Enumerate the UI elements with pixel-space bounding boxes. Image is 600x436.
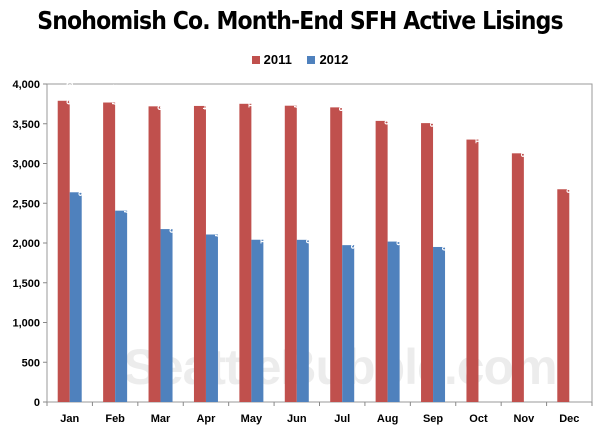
data-label-2011-Feb: 3,767: [110, 84, 120, 107]
data-label-2011-Jul: 3,706: [337, 89, 347, 112]
y-tick-label: 1,500: [12, 278, 40, 290]
x-tick-label: Nov: [513, 413, 535, 425]
bar-2011-Sep: [421, 123, 434, 402]
bar-2012-Aug: [387, 241, 400, 402]
legend-item-2012: 2012: [307, 52, 348, 67]
legend-label-2011: 2011: [263, 52, 292, 67]
bar-2012-Jul: [342, 245, 355, 402]
x-tick-label: Apr: [196, 413, 216, 425]
bar-2011-Dec: [557, 189, 570, 402]
bar-2011-Jul: [330, 107, 343, 403]
bar-2011-Aug: [375, 120, 388, 402]
data-label-2012-Jan: 2,638: [77, 174, 87, 197]
bar-2012-May: [251, 239, 264, 402]
data-label-2011-Nov: 3,128: [519, 135, 529, 158]
bar-2011-Oct: [466, 139, 479, 402]
data-label-2012-Jun: 2,040: [304, 221, 314, 244]
data-label-2011-May: 3,751: [246, 85, 256, 108]
y-tick-label: 0: [34, 397, 40, 409]
data-label-2011-Aug: 3,536: [383, 102, 393, 125]
data-label-2011-Mar: 3,719: [156, 88, 166, 111]
chart-title: Snohomish Co. Month-End SFH Active Lisin…: [37, 6, 563, 35]
data-label-2011-Jun: 3,727: [292, 87, 302, 110]
data-label-2012-Aug: 2,018: [395, 223, 405, 246]
x-tick-label: May: [241, 413, 263, 425]
bar-2012-Jun: [296, 239, 309, 402]
bar-2012-Jan: [69, 192, 82, 402]
bar-2011-Apr: [193, 105, 206, 402]
y-tick-label: 4,000: [12, 79, 40, 91]
plot-area: [46, 83, 593, 403]
legend-swatch-2011: [251, 56, 260, 64]
bar-2012-Sep: [433, 246, 446, 402]
x-tick-label: Dec: [559, 413, 579, 425]
data-label-2011-Dec: 2,676: [564, 171, 574, 194]
x-tick-label: Oct: [469, 413, 488, 425]
legend-swatch-2012: [307, 56, 316, 64]
data-label-2012-Apr: 2,107: [213, 216, 223, 239]
data-label-2011-Jan: 3,789: [65, 82, 75, 105]
y-tick-label: 2,000: [12, 238, 40, 250]
x-tick-label: Jul: [334, 413, 350, 425]
data-label-2012-Feb: 2,407: [122, 192, 132, 215]
bar-2011-Nov: [511, 153, 524, 402]
x-tick-label: Feb: [105, 413, 125, 425]
bar-2012-Mar: [160, 229, 173, 402]
x-tick-label: Jan: [60, 413, 79, 425]
data-label-2012-May: 2,041: [258, 221, 268, 244]
y-tick-label: 3,500: [12, 119, 40, 131]
data-label-2011-Oct: 3,301: [473, 121, 483, 144]
x-tick-label: Sep: [423, 413, 443, 425]
bar-2012-Apr: [205, 234, 218, 402]
legend-item-2011: 2011: [251, 52, 292, 67]
bar-2011-Mar: [148, 106, 161, 402]
bar-2011-Jan: [57, 100, 70, 402]
data-label-2012-Sep: 1,950: [440, 228, 450, 251]
y-tick-label: 1,000: [12, 318, 40, 330]
data-label-2012-Jul: 1,973: [349, 227, 359, 250]
x-tick-label: Jun: [287, 413, 307, 425]
data-label-2011-Sep: 3,508: [428, 105, 438, 128]
bar-2011-Jun: [284, 105, 297, 403]
y-tick-label: 3,000: [12, 159, 40, 171]
bar-2012-Feb: [115, 210, 128, 402]
legend: 2011 2012: [0, 52, 600, 67]
bar-2011-May: [239, 103, 252, 402]
bar-2011-Feb: [103, 102, 116, 402]
data-label-2012-Mar: 2,175: [168, 211, 178, 234]
x-tick-label: Mar: [151, 413, 171, 425]
data-label-2011-Apr: 3,724: [201, 87, 211, 110]
x-tick-label: Aug: [377, 413, 398, 425]
legend-label-2012: 2012: [319, 52, 349, 67]
y-tick-label: 2,500: [12, 198, 40, 210]
y-tick-label: 500: [22, 357, 40, 369]
